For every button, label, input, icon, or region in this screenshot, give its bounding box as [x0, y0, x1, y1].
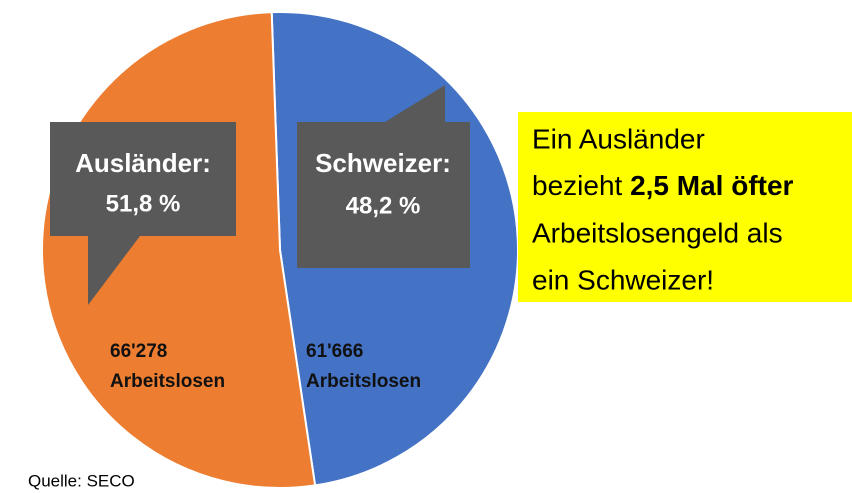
callout-box	[518, 112, 852, 302]
source: Quelle: SECO	[28, 471, 135, 490]
callout-text: bezieht 2,5 Mal öfter	[532, 170, 794, 201]
callout-text: Ein Ausländer	[532, 123, 705, 154]
value-label: 51,8 %	[106, 190, 181, 217]
callout-text: bezieht	[532, 170, 630, 201]
count-label: 61'666	[306, 341, 363, 362]
callout-bold: 2,5 Mal öfter	[630, 170, 793, 201]
label-bubble	[297, 85, 470, 268]
count-unit: Arbeitslosen	[110, 371, 225, 392]
count-label: 66'278	[110, 341, 167, 362]
pie-slice	[41, 11, 317, 489]
count-unit: Arbeitslosen	[306, 371, 421, 392]
callout-text: ein Schweizer!	[532, 264, 714, 295]
callout-text: Arbeitslosengeld als	[532, 217, 783, 248]
category-label: Ausländer:	[75, 148, 211, 178]
category-label: Schweizer:	[315, 148, 451, 178]
value-label: 48,2 %	[346, 192, 421, 219]
label-bubble	[50, 122, 236, 305]
